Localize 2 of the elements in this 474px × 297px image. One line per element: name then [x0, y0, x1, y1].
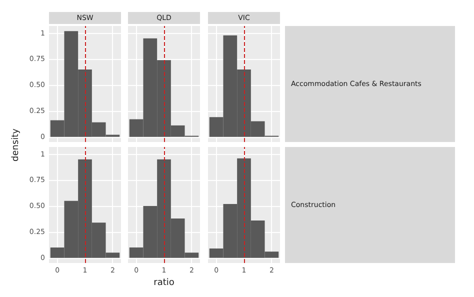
y-axis-title: density — [11, 128, 21, 162]
x-axis-title: ratio — [154, 278, 175, 288]
